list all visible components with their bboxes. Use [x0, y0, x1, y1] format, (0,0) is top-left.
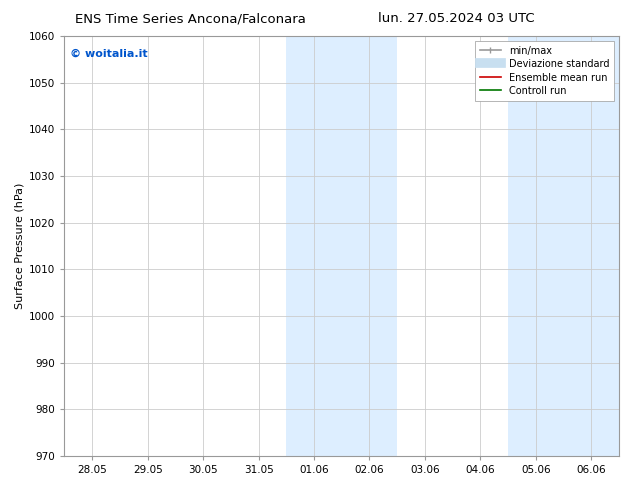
Text: © woitalia.it: © woitalia.it: [70, 49, 148, 59]
Bar: [508, 36, 619, 456]
Y-axis label: Surface Pressure (hPa): Surface Pressure (hPa): [15, 183, 25, 309]
Text: ENS Time Series Ancona/Falconara: ENS Time Series Ancona/Falconara: [75, 12, 306, 25]
Text: lun. 27.05.2024 03 UTC: lun. 27.05.2024 03 UTC: [378, 12, 535, 25]
Legend: min/max, Deviazione standard, Ensemble mean run, Controll run: min/max, Deviazione standard, Ensemble m…: [475, 41, 614, 101]
Bar: [287, 36, 397, 456]
